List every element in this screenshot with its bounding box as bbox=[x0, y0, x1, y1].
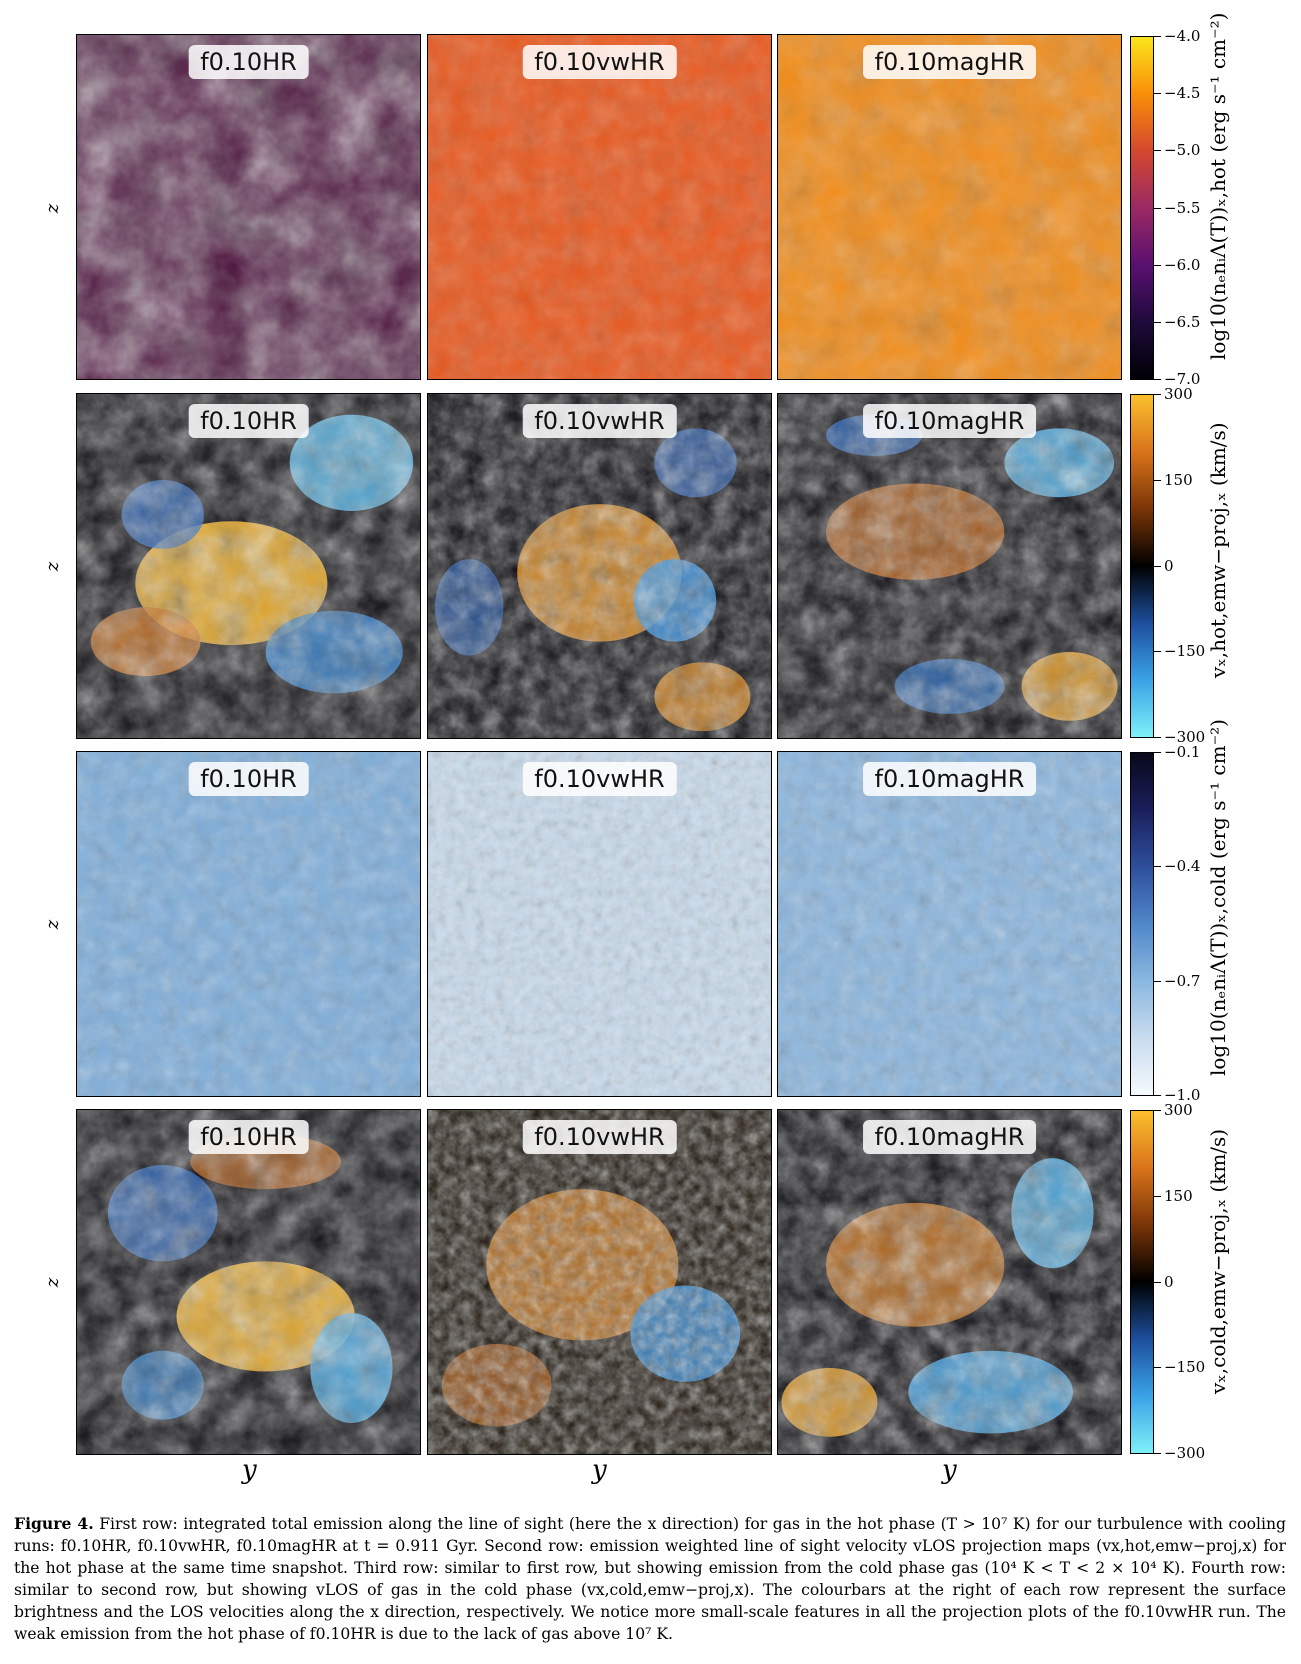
caption-text: First row: integrated total emission alo… bbox=[14, 1515, 1286, 1643]
colorbar-tick-label: −5.5 bbox=[1164, 198, 1201, 217]
colorbar-hot-velocity bbox=[1130, 394, 1154, 738]
colorbar-label-cold-velocity: vₓ,cold,emw−proj,ₓ (km/s) bbox=[1206, 1128, 1230, 1394]
colorbar-tick-label: −4.5 bbox=[1164, 84, 1201, 103]
colorbar-tick-label: −0.7 bbox=[1164, 971, 1201, 990]
colorbar-tick-label: −7.0 bbox=[1164, 370, 1201, 388]
colorbar-tick bbox=[1154, 1110, 1161, 1111]
figure-caption: Figure 4. First row: integrated total em… bbox=[14, 1513, 1286, 1645]
colorbar-tick-label: −5.0 bbox=[1164, 141, 1201, 160]
colorbar-tick-label: −150 bbox=[1164, 1358, 1206, 1377]
map-cold-velocity-f0.10HR: f0.10HR bbox=[76, 1109, 421, 1455]
map-hot-emission-f0.10magHR: f0.10magHR bbox=[777, 34, 1122, 380]
colorbar-tick bbox=[1154, 737, 1161, 738]
colorbar-hot-emission bbox=[1130, 36, 1154, 380]
colorbar-tick-label: 300 bbox=[1164, 1101, 1193, 1119]
panel-label: f0.10magHR bbox=[862, 1120, 1037, 1154]
colorbar-tick bbox=[1154, 752, 1161, 753]
x-axis-label: y bbox=[242, 1455, 257, 1485]
panel-label: f0.10magHR bbox=[862, 45, 1037, 79]
y-axis-label: z bbox=[42, 919, 64, 930]
x-axis-label: y bbox=[942, 1455, 957, 1485]
map-hot-emission-f0.10vwHR: f0.10vwHR bbox=[427, 34, 772, 380]
y-axis-label: z bbox=[42, 1277, 64, 1288]
y-axis-label: z bbox=[42, 203, 64, 214]
colorbar-label-hot-emission: log10(nₑnᵢΛ(T))ₓ,hot (erg s⁻¹ cm⁻²) bbox=[1206, 12, 1230, 360]
colorbar-tick-label: −4.0 bbox=[1164, 27, 1201, 45]
colorbar-tick-label: 300 bbox=[1164, 385, 1193, 403]
map-cold-emission-f0.10vwHR: f0.10vwHR bbox=[427, 751, 772, 1097]
colorbar-tick-label: −6.5 bbox=[1164, 312, 1201, 331]
colorbar-tick bbox=[1154, 207, 1161, 209]
colorbar-tick bbox=[1154, 866, 1161, 868]
colorbar-tick bbox=[1154, 150, 1161, 152]
colorbar-tick bbox=[1154, 1281, 1161, 1283]
colorbar-tick bbox=[1154, 980, 1161, 982]
map-cold-velocity-f0.10vwHR: f0.10vwHR bbox=[427, 1109, 772, 1455]
colorbar-cold-emission bbox=[1130, 752, 1154, 1096]
colorbar-tick-label: −300 bbox=[1164, 1444, 1206, 1462]
panel-label: f0.10vwHR bbox=[522, 1120, 677, 1154]
colorbar-tick-label: 150 bbox=[1164, 1186, 1193, 1205]
colorbar-tick bbox=[1154, 651, 1161, 653]
colorbar-tick bbox=[1154, 1095, 1161, 1096]
map-cold-velocity-f0.10magHR: f0.10magHR bbox=[777, 1109, 1122, 1455]
colorbar-tick bbox=[1154, 1367, 1161, 1369]
map-cold-emission-f0.10magHR: f0.10magHR bbox=[777, 751, 1122, 1097]
colorbar-tick-label: 0 bbox=[1164, 1272, 1174, 1291]
colorbar-cold-velocity bbox=[1130, 1110, 1154, 1454]
map-cold-emission-f0.10HR: f0.10HR bbox=[76, 751, 421, 1097]
colorbar-tick-label: −1.0 bbox=[1164, 1086, 1201, 1104]
colorbar-tick bbox=[1154, 321, 1161, 323]
colorbar-tick-label: −6.0 bbox=[1164, 255, 1201, 274]
colorbar-tick bbox=[1154, 479, 1161, 481]
map-hot-velocity-f0.10magHR: f0.10magHR bbox=[777, 393, 1122, 739]
colorbar-tick-label: 0 bbox=[1164, 556, 1174, 575]
panel-label: f0.10magHR bbox=[862, 762, 1037, 796]
colorbar-label-cold-emission: log10(nₑnᵢΛ(T))ₓ,cold (erg s⁻¹ cm⁻²) bbox=[1206, 719, 1230, 1076]
colorbar-tick-label: −300 bbox=[1164, 728, 1206, 746]
colorbar-tick bbox=[1154, 93, 1161, 95]
colorbar-tick-label: 150 bbox=[1164, 470, 1193, 489]
panel-label: f0.10vwHR bbox=[522, 762, 677, 796]
colorbar-tick bbox=[1154, 1195, 1161, 1197]
colorbar-tick bbox=[1154, 264, 1161, 266]
panel-label: f0.10HR bbox=[188, 404, 309, 438]
colorbar-tick bbox=[1154, 36, 1161, 37]
figure-number: Figure 4. bbox=[14, 1514, 94, 1533]
panel-label: f0.10HR bbox=[188, 762, 309, 796]
map-hot-emission-f0.10HR: f0.10HR bbox=[76, 34, 421, 380]
colorbar-tick-label: −0.4 bbox=[1164, 857, 1201, 876]
colorbar-tick-label: −0.1 bbox=[1164, 743, 1201, 761]
colorbar-tick bbox=[1154, 394, 1161, 395]
panel-label: f0.10vwHR bbox=[522, 404, 677, 438]
map-hot-velocity-f0.10vwHR: f0.10vwHR bbox=[427, 393, 772, 739]
panel-label: f0.10vwHR bbox=[522, 45, 677, 79]
map-hot-velocity-f0.10HR: f0.10HR bbox=[76, 393, 421, 739]
panel-label: f0.10HR bbox=[188, 45, 309, 79]
colorbar-tick bbox=[1154, 379, 1161, 380]
colorbar-label-hot-velocity: vₓ,hot,emw−proj,ₓ (km/s) bbox=[1206, 422, 1230, 678]
y-axis-label: z bbox=[42, 561, 64, 572]
colorbar-tick bbox=[1154, 565, 1161, 567]
panel-label: f0.10HR bbox=[188, 1120, 309, 1154]
colorbar-tick-label: −150 bbox=[1164, 642, 1206, 661]
colorbar-tick bbox=[1154, 1453, 1161, 1454]
x-axis-label: y bbox=[592, 1455, 607, 1485]
panel-label: f0.10magHR bbox=[862, 404, 1037, 438]
